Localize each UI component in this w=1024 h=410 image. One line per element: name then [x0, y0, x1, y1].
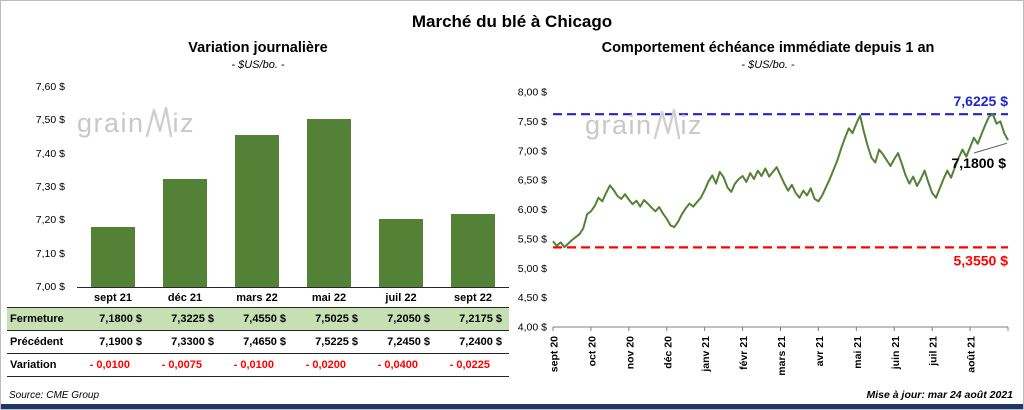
column-header: juil 22 — [365, 287, 437, 308]
price-series-line — [552, 113, 1009, 249]
line-y-tick-label: 6,50 $ — [518, 175, 547, 187]
table-row-variation: Variation - 0,0100 - 0,0075 - 0,0100 - 0… — [7, 353, 509, 377]
line-y-tick-label: 4,00 $ — [518, 322, 547, 334]
table-cell: 7,5225 $ — [293, 330, 365, 354]
bar-3 — [307, 119, 351, 287]
price-table: sept 21 déc 21 mars 22 mai 22 juil 22 se… — [7, 287, 509, 377]
bar-y-tick-label: 7,40 $ — [35, 147, 65, 160]
row-label-precedent: Précédent — [7, 330, 77, 354]
bar-y-tick-label: 7,50 $ — [35, 114, 65, 127]
line-x-tick-label: déc 20 — [662, 336, 674, 369]
table-cell: 7,4650 $ — [221, 330, 293, 354]
table-cell: - 0,0075 — [149, 353, 221, 377]
line-chart-subtitle: - $US/bo. - — [741, 59, 795, 71]
table-cell: - 0,0225 — [437, 353, 509, 377]
bar-slot — [365, 87, 437, 287]
last-price-leader-line — [973, 142, 1008, 154]
column-header: sept 22 — [437, 287, 509, 308]
table-cell: 7,2050 $ — [365, 307, 437, 331]
column-header: mars 22 — [221, 287, 293, 308]
bar-plot — [77, 87, 509, 287]
table-cell: - 0,0400 — [365, 353, 437, 377]
line-y-tick-label: 6,00 $ — [518, 204, 547, 216]
table-corner — [7, 287, 77, 308]
line-x-tick-label: août 21 — [966, 336, 978, 373]
table-cell: - 0,0200 — [293, 353, 365, 377]
table-cell: 7,5025 $ — [293, 307, 365, 331]
line-y-tick-label: 7,50 $ — [518, 116, 547, 128]
last-price-label: 7,1800 $ — [952, 155, 1007, 171]
bar-y-tick-label: 7,10 $ — [35, 247, 65, 260]
bar-y-axis: 7,60 $ 7,50 $ 7,40 $ 7,30 $ 7,20 $ 7,10 $ 7,00… — [7, 81, 65, 293]
bar-2 — [235, 135, 279, 287]
table-cell: 7,2175 $ — [437, 307, 509, 331]
bar-4 — [379, 219, 423, 287]
line-x-tick-label: mai 21 — [852, 336, 864, 369]
line-x-tick-label: oct 20 — [586, 336, 598, 367]
bar-slot — [293, 87, 365, 287]
bar-1 — [163, 179, 207, 287]
table-cell: 7,4550 $ — [221, 307, 293, 331]
bar-slot — [149, 87, 221, 287]
bar-5 — [451, 214, 495, 287]
line-chart-svg: 8,00 $ 7,50 $ 7,00 $ 6,50 $ 6,00 $ 5,50 $ 5,00… — [518, 87, 1009, 376]
source-note: Source: CME Group — [9, 390, 100, 401]
line-y-tick-label: 4,50 $ — [518, 292, 547, 304]
line-y-tick-label: 5,00 $ — [518, 263, 547, 275]
bar-y-tick-label: 7,30 $ — [35, 181, 65, 193]
row-label-fermeture: Fermeture — [7, 307, 77, 331]
table-cell: 7,2400 $ — [437, 330, 509, 354]
bar-y-tick-label: 7,60 $ — [35, 81, 65, 93]
charts-row: Variation journalière - $US/bo. - 7,60 $… — [1, 39, 1023, 381]
daily-variation-panel: Variation journalière - $US/bo. - 7,60 $… — [1, 39, 513, 381]
line-x-tick-label: mars 21 — [776, 336, 788, 376]
column-header: sept 21 — [77, 287, 149, 308]
low-line-label: 5,3550 $ — [954, 252, 1009, 268]
table-header-row: sept 21 déc 21 mars 22 mai 22 juil 22 se… — [7, 287, 509, 308]
table-cell: - 0,0100 — [77, 353, 149, 377]
line-x-tick-label: juil 21 — [928, 336, 940, 367]
column-header: mai 22 — [293, 287, 365, 308]
line-x-tick-label: janv 21 — [700, 336, 712, 373]
line-x-tick-label: nov 20 — [624, 336, 636, 369]
bottom-accent-bar — [1, 404, 1023, 409]
bar-y-tick-label: 7,20 $ — [35, 214, 65, 227]
line-y-tick-label: 7,00 $ — [518, 145, 547, 157]
line-chart-title: Comportement échéance immédiate depuis 1… — [601, 40, 935, 56]
line-x-tick-label: juin 21 — [890, 336, 902, 370]
front-month-panel: Comportement échéance immédiate depuis 1… — [513, 39, 1023, 381]
table-row-precedent: Précédent 7,1900 $ 7,3300 $ 7,4650 $ 7,5… — [7, 330, 509, 354]
line-x-tick-label: sept 20 — [549, 336, 561, 372]
table-cell: 7,1900 $ — [77, 330, 149, 354]
table-row-fermeture: Fermeture 7,1800 $ 7,3225 $ 7,4550 $ 7,5… — [7, 307, 509, 331]
bar-slot — [221, 87, 293, 287]
table-cell: 7,2450 $ — [365, 330, 437, 354]
line-y-tick-label: 5,50 $ — [518, 233, 547, 245]
bar-chart-subtitle: - $US/bo. - — [231, 59, 285, 71]
table-cell: 7,3300 $ — [149, 330, 221, 354]
table-cell: - 0,0100 — [221, 353, 293, 377]
table-cell: 7,1800 $ — [77, 307, 149, 331]
bar-slot — [437, 87, 509, 287]
line-y-tick-label: 8,00 $ — [518, 87, 547, 99]
line-x-tick-label: févr 21 — [738, 336, 750, 370]
table-cell: 7,3225 $ — [149, 307, 221, 331]
bar-0 — [91, 227, 135, 287]
high-line-label: 7,6225 $ — [954, 93, 1009, 109]
bar-slot — [77, 87, 149, 287]
row-label-variation: Variation — [7, 353, 77, 377]
bar-chart-title: Variation journalière — [188, 40, 328, 56]
bar-chart: 7,60 $ 7,50 $ 7,40 $ 7,30 $ 7,20 $ 7,10 $ 7,00… — [36, 81, 509, 293]
update-note: Mise à jour: mar 24 août 2021 — [866, 389, 1013, 401]
bar-y-tick-label: 7,00 $ — [35, 281, 65, 293]
line-x-tick-label: avr 21 — [814, 336, 826, 367]
page-title: Marché du blé à Chicago — [411, 12, 613, 31]
column-header: déc 21 — [149, 287, 221, 308]
